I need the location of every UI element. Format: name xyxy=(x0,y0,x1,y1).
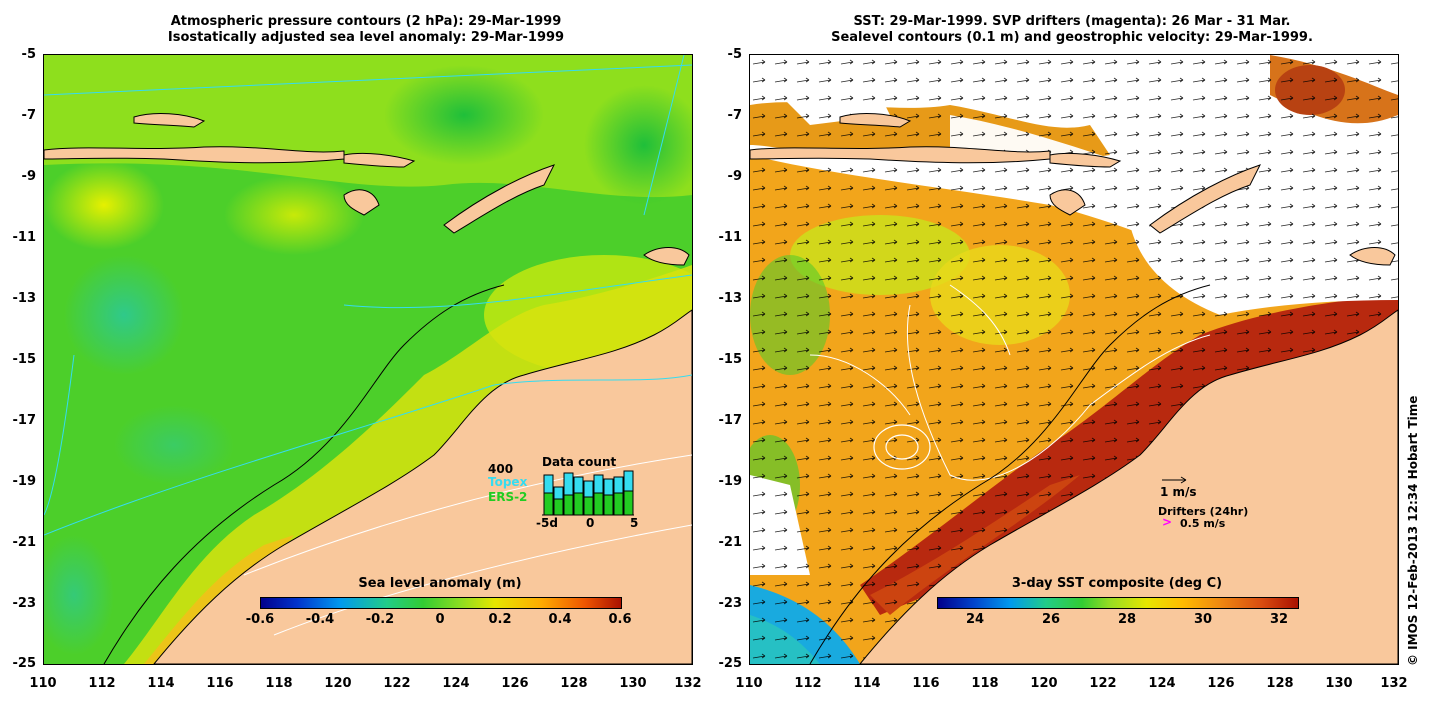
left-x-tick: 116 xyxy=(206,676,234,691)
left-x-tick: 128 xyxy=(560,676,588,691)
credit-label: © IMOS 12-Feb-2013 12:34 Hobart Time xyxy=(1406,395,1420,666)
australia-land xyxy=(153,309,692,664)
topex-label: Topex xyxy=(488,475,528,489)
left-y-tick: -7 xyxy=(21,108,36,123)
left-y-tick: -17 xyxy=(12,413,37,428)
right-y-tick: -19 xyxy=(718,474,743,489)
left-y-tick: -9 xyxy=(21,169,36,184)
sst-tick-1: 26 xyxy=(1041,612,1061,627)
left-map[interactable]: Data count 400 Topex ERS-2 -5d 0 xyxy=(43,54,693,665)
data-count-inset: Data count 400 Topex ERS-2 -5d 0 xyxy=(484,455,684,565)
sst-tick-4: 32 xyxy=(1269,612,1289,627)
right-x-tick: 114 xyxy=(853,676,881,691)
left-x-tick: 118 xyxy=(265,676,293,691)
left-y-tick: -21 xyxy=(12,535,37,550)
drifter-arrow-icon: > xyxy=(1162,515,1173,529)
left-x-tick: 124 xyxy=(442,676,470,691)
left-title-line1: Atmospheric pressure contours (2 hPa): 2… xyxy=(170,14,562,29)
right-y-tick: -21 xyxy=(718,535,743,550)
left-x-tick: 120 xyxy=(324,676,352,691)
sla-tick-1: -0.4 xyxy=(305,612,335,627)
right-x-tick: 130 xyxy=(1325,676,1353,691)
australia-land xyxy=(859,309,1398,664)
right-y-tick: -17 xyxy=(718,413,743,428)
right-title-line2: Sealevel contours (0.1 m) and geostrophi… xyxy=(831,30,1313,45)
sst-tick-0: 24 xyxy=(965,612,985,627)
left-map-svg xyxy=(44,55,692,664)
left-y-tick: -25 xyxy=(12,656,37,671)
left-title-line2: Isostatically adjusted sea level anomaly… xyxy=(167,30,565,45)
right-y-tick: -11 xyxy=(718,230,743,245)
right-y-tick: -5 xyxy=(727,47,742,62)
data-count-x-5: -5d xyxy=(536,516,558,530)
left-x-tick: 126 xyxy=(501,676,529,691)
left-x-tick: 132 xyxy=(674,676,702,691)
right-x-tick: 126 xyxy=(1207,676,1235,691)
sst-colorbar xyxy=(937,597,1299,609)
right-x-tick: 124 xyxy=(1148,676,1176,691)
right-title-line1: SST: 29-Mar-1999. SVP drifters (magenta)… xyxy=(853,14,1291,29)
velocity-legend: 1 m/s Drifters (24hr) > 0.5 m/s xyxy=(1158,475,1300,565)
left-y-tick: -13 xyxy=(12,291,37,306)
left-y-tick: -19 xyxy=(12,474,37,489)
sst-tick-3: 30 xyxy=(1193,612,1213,627)
right-x-tick: 116 xyxy=(912,676,940,691)
left-x-tick: 112 xyxy=(88,676,116,691)
data-count-x5: 5 xyxy=(630,516,639,530)
data-count-title: Data count xyxy=(542,455,617,469)
right-title: SST: 29-Mar-1999. SVP drifters (magenta)… xyxy=(746,14,1398,46)
drifters-speed: 0.5 m/s xyxy=(1180,517,1226,530)
data-count-histogram xyxy=(542,470,634,516)
data-count-x0: 0 xyxy=(586,516,595,530)
sla-colorbar-title: Sea level anomaly (m) xyxy=(358,576,522,591)
sla-colorbar xyxy=(260,597,622,609)
sla-tick-3: 0 xyxy=(435,612,445,627)
drifters-label: Drifters (24hr) xyxy=(1158,505,1249,518)
left-y-tick: -5 xyxy=(21,47,36,62)
sla-tick-4: 0.2 xyxy=(488,612,512,627)
right-x-tick: 128 xyxy=(1266,676,1294,691)
left-y-tick: -11 xyxy=(12,230,37,245)
right-x-tick: 122 xyxy=(1089,676,1117,691)
left-x-tick: 110 xyxy=(29,676,57,691)
sla-tick-5: 0.4 xyxy=(548,612,572,627)
right-x-tick: 118 xyxy=(971,676,999,691)
velocity-legend-label: 1 m/s xyxy=(1160,485,1197,499)
right-y-tick: -9 xyxy=(727,169,742,184)
right-x-tick: 112 xyxy=(794,676,822,691)
right-y-tick: -23 xyxy=(718,596,743,611)
ers2-label: ERS-2 xyxy=(488,490,528,504)
right-y-tick: -7 xyxy=(727,108,742,123)
right-y-tick: -15 xyxy=(718,352,743,367)
left-x-tick: 114 xyxy=(147,676,175,691)
left-title: Atmospheric pressure contours (2 hPa): 2… xyxy=(40,14,692,46)
left-y-tick: -23 xyxy=(12,596,37,611)
sla-tick-0: -0.6 xyxy=(245,612,275,627)
right-map[interactable]: 1 m/s Drifters (24hr) > 0.5 m/s 3-day SS… xyxy=(749,54,1399,665)
right-y-tick: -13 xyxy=(718,291,743,306)
right-x-tick: 132 xyxy=(1380,676,1408,691)
left-x-tick: 122 xyxy=(383,676,411,691)
sst-colorbar-title: 3-day SST composite (deg C) xyxy=(1011,576,1223,591)
left-y-tick: -15 xyxy=(12,352,37,367)
right-map-svg xyxy=(750,55,1398,664)
right-y-tick: -25 xyxy=(718,656,743,671)
right-x-tick: 110 xyxy=(735,676,763,691)
sla-tick-6: 0.6 xyxy=(608,612,632,627)
right-x-tick: 120 xyxy=(1030,676,1058,691)
left-x-tick: 130 xyxy=(619,676,647,691)
velocity-legend-arrow xyxy=(1162,476,1187,484)
data-count-max: 400 xyxy=(488,462,514,476)
sla-tick-2: -0.2 xyxy=(365,612,395,627)
sst-tick-2: 28 xyxy=(1117,612,1137,627)
